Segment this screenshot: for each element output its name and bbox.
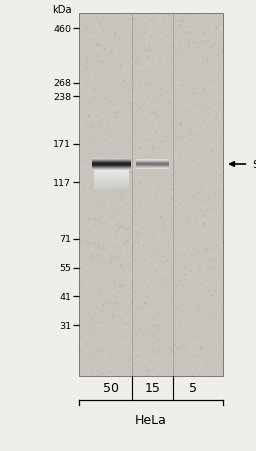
Text: 50: 50 bbox=[103, 382, 119, 394]
Text: 238: 238 bbox=[53, 92, 71, 101]
Bar bbox=[94, 175, 129, 176]
Text: 117: 117 bbox=[53, 178, 71, 187]
Text: 268: 268 bbox=[53, 79, 71, 88]
Bar bbox=[94, 185, 129, 186]
Bar bbox=[94, 182, 129, 183]
Text: kDa: kDa bbox=[52, 5, 72, 14]
Bar bbox=[94, 173, 129, 174]
Bar bbox=[94, 177, 129, 178]
Bar bbox=[79, 14, 223, 377]
Text: 15: 15 bbox=[144, 382, 160, 394]
Bar bbox=[94, 179, 129, 180]
Bar bbox=[94, 174, 129, 175]
Bar bbox=[94, 183, 129, 184]
Text: 171: 171 bbox=[53, 140, 71, 149]
Bar bbox=[94, 181, 129, 182]
Bar bbox=[94, 187, 129, 188]
Bar bbox=[94, 180, 129, 181]
Text: 5: 5 bbox=[189, 382, 197, 394]
Bar bbox=[94, 186, 129, 187]
Bar bbox=[94, 178, 129, 179]
Bar bbox=[94, 176, 129, 177]
Bar bbox=[94, 189, 129, 190]
Text: HeLa: HeLa bbox=[135, 413, 167, 426]
Bar bbox=[94, 184, 129, 185]
Text: 460: 460 bbox=[53, 25, 71, 34]
Bar bbox=[94, 172, 129, 173]
Text: Spt16: Spt16 bbox=[252, 160, 256, 170]
Text: 71: 71 bbox=[59, 235, 71, 244]
Text: 31: 31 bbox=[59, 321, 71, 330]
Text: 55: 55 bbox=[59, 264, 71, 273]
Text: 41: 41 bbox=[59, 292, 71, 301]
Bar bbox=[94, 171, 129, 172]
Bar bbox=[94, 188, 129, 189]
